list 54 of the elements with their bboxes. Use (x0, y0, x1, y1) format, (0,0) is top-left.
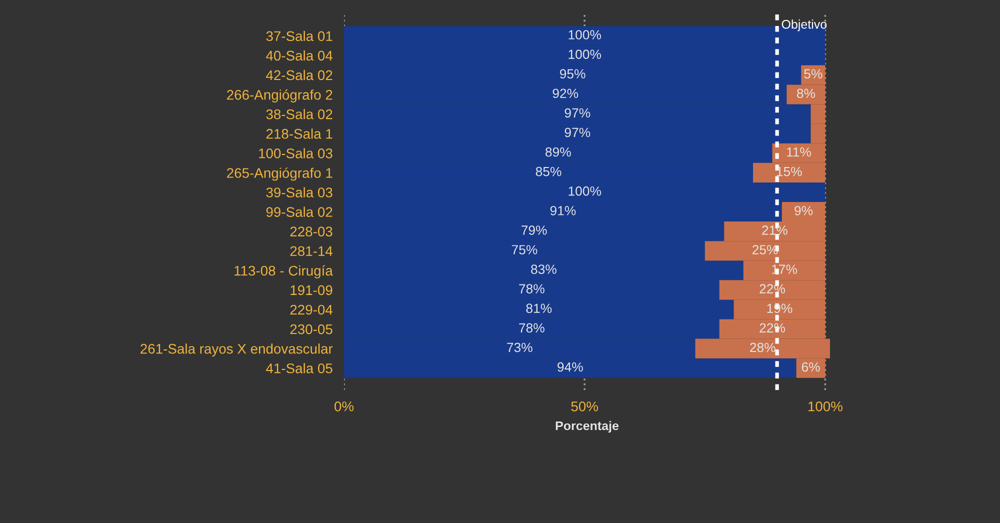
y-tick-label: 100-Sala 03 (259, 148, 332, 158)
data-label: 15% (776, 166, 802, 176)
x-tick-label: 0% (334, 401, 354, 412)
x-tick-label: 100% (808, 401, 842, 412)
y-tick-label: 218-Sala 1 (266, 128, 332, 139)
data-label: 100% (568, 50, 601, 59)
data-label: 81% (526, 304, 552, 314)
y-tick-label: 191-09 (290, 285, 332, 296)
x-axis-title: Porcentaje (556, 421, 619, 433)
data-label: 28% (750, 342, 776, 352)
y-tick-label: 265-Angiógrafo 1 (227, 168, 332, 181)
data-label: 25% (752, 245, 778, 254)
y-tick-label: 228-03 (290, 226, 332, 236)
y-tick-label: 266-Angiógrafo 2 (227, 89, 332, 103)
data-label: 19% (767, 304, 792, 314)
data-label: 79% (522, 226, 547, 235)
y-tick-label: 37-Sala 01 (266, 30, 332, 42)
ref-line-label: Objetivo (782, 20, 827, 32)
y-tick-label: 41-Sala 05 (266, 363, 332, 374)
y-tick-label: 99-Sala 02 (266, 206, 332, 217)
data-label: 22% (760, 323, 785, 333)
y-tick-label: 229-04 (290, 304, 332, 315)
data-label: 75% (512, 245, 538, 254)
data-label: 78% (519, 323, 544, 333)
data-label: 22% (760, 284, 785, 294)
data-label: 89% (546, 147, 571, 157)
data-label: 11% (787, 147, 811, 157)
y-tick-label: 113-08 - Cirugía (234, 265, 333, 278)
data-label: 9% (794, 206, 813, 216)
data-label: 97% (564, 128, 590, 138)
data-label: 91% (550, 206, 576, 216)
y-tick-label: 230-05 (290, 324, 332, 334)
data-label: 5% (804, 69, 822, 79)
y-tick-label: 40-Sala 04 (266, 50, 332, 61)
data-label: 83% (531, 264, 556, 274)
data-label: 21% (762, 226, 788, 235)
data-label: 73% (507, 342, 532, 352)
y-tick-label: 39-Sala 03 (266, 187, 332, 198)
y-tick-label: 42-Sala 02 (266, 70, 332, 80)
data-label: 97% (564, 108, 590, 118)
y-tick-label: 261-Sala rayos X endovascular (140, 344, 333, 356)
data-label: 100% (568, 186, 601, 196)
data-label: 85% (536, 166, 562, 176)
data-label: 6% (802, 362, 820, 372)
data-label: 8% (796, 88, 816, 98)
y-tick-label: 38-Sala 02 (266, 109, 332, 120)
y-tick-label: 281-14 (290, 246, 332, 256)
data-label: 100% (568, 30, 601, 40)
data-label: 92% (552, 88, 578, 98)
data-label: 94% (558, 362, 583, 372)
data-label: 17% (772, 264, 798, 274)
x-tick-label: 50% (571, 401, 598, 412)
data-label: 78% (519, 284, 544, 294)
data-label: 95% (560, 69, 586, 79)
